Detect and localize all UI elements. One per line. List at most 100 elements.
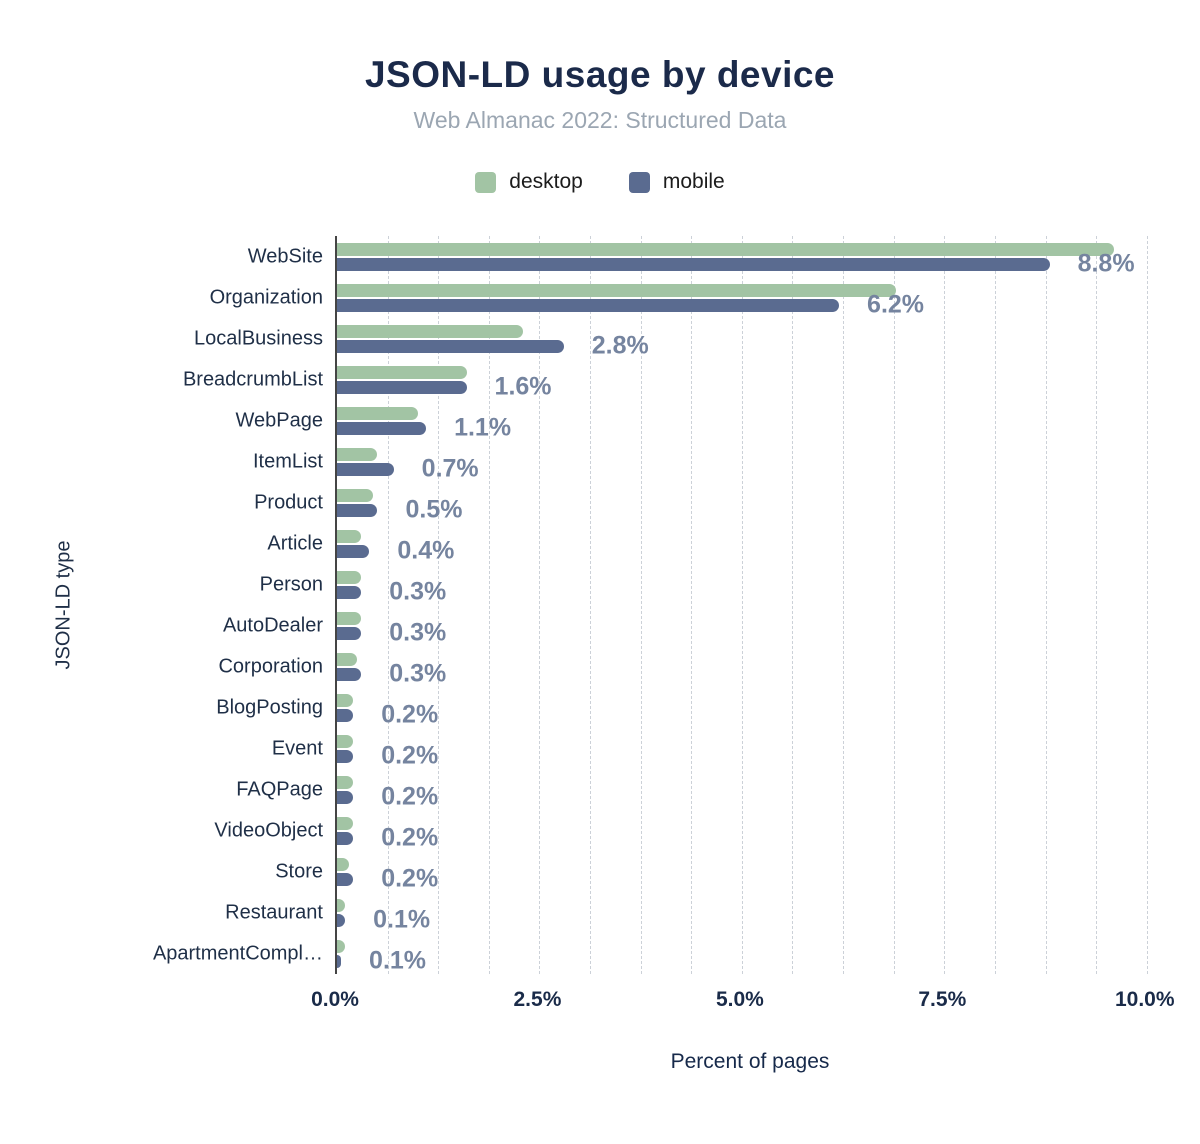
value-label: 1.1%: [454, 413, 512, 442]
value-label: 0.2%: [381, 700, 439, 729]
legend-item-desktop[interactable]: desktop: [475, 170, 583, 194]
gridline: [438, 236, 440, 974]
x-axis-title: Percent of pages: [670, 1050, 830, 1073]
category-row: Event 0.2%: [272, 728, 1167, 770]
gridline: [590, 236, 592, 974]
category-row: BlogPosting 0.2%: [216, 687, 1167, 729]
mobile-bar: [337, 586, 362, 599]
value-label: 0.2%: [381, 823, 439, 852]
desktop-bar: [337, 489, 374, 502]
chart-title: JSON-LD usage by device: [364, 54, 836, 95]
desktop-bar: [337, 530, 362, 543]
desktop-bar: [337, 325, 524, 338]
category-row: FAQPage 0.2%: [236, 769, 1167, 811]
mobile-bar: [337, 955, 342, 968]
gridline: [387, 236, 389, 974]
chart-subtitle: Web Almanac 2022: Structured Data: [413, 107, 787, 133]
category-row: Corporation 0.3%: [218, 646, 1167, 688]
category-label: Store: [275, 860, 323, 882]
desktop-bar: [337, 243, 1115, 256]
desktop-bar: [337, 653, 358, 666]
mobile-bar: [337, 381, 467, 394]
mobile-bar: [337, 258, 1050, 271]
value-label: 2.8%: [591, 331, 649, 360]
legend-label-mobile: mobile: [662, 170, 725, 193]
legend-item-mobile[interactable]: mobile: [628, 170, 725, 194]
value-label: 1.6%: [494, 372, 552, 401]
category-label: LocalBusiness: [194, 327, 323, 349]
desktop-bar: [337, 612, 362, 625]
legend-label-desktop: desktop: [509, 170, 583, 193]
mobile-bar: [337, 832, 354, 845]
x-tick-label: 10.0%: [1114, 988, 1175, 1011]
desktop-bar: [337, 366, 467, 379]
value-label: 0.2%: [381, 782, 439, 811]
plot-rows: WebSite 8.8% Organization 6.2% LocalBusiness…: [153, 236, 1167, 975]
x-tick-label: 7.5%: [918, 988, 967, 1011]
x-tick-label: 0.0%: [311, 988, 359, 1011]
category-label: Restaurant: [225, 901, 323, 923]
category-label: WebPage: [235, 409, 323, 431]
category-row: WebPage 1.1%: [236, 400, 1167, 442]
mobile-swatch-icon: [628, 171, 650, 193]
gridline: [488, 236, 490, 974]
gridline: [640, 236, 642, 974]
value-label: 0.3%: [389, 618, 447, 647]
mobile-bar: [337, 463, 394, 476]
mobile-bar: [337, 873, 354, 886]
legend: desktop mobile: [0, 170, 1200, 194]
desktop-bar: [337, 735, 354, 748]
value-label: 0.5%: [405, 495, 463, 524]
gridline: [1096, 236, 1098, 974]
category-label: FAQPage: [236, 778, 323, 800]
value-label: 0.3%: [389, 659, 447, 688]
mobile-bar: [337, 340, 564, 353]
gridline: [539, 236, 541, 974]
gridline: [843, 236, 845, 974]
value-label: 0.2%: [381, 741, 439, 770]
mobile-bar: [337, 791, 354, 804]
category-row: Store 0.2%: [275, 851, 1167, 893]
category-label: WebSite: [247, 245, 323, 267]
category-label: AutoDealer: [222, 614, 323, 636]
mobile-bar: [337, 750, 354, 763]
mobile-bar: [337, 668, 362, 681]
category-row: LocalBusiness 2.8%: [194, 318, 1167, 360]
category-label: Organization: [209, 286, 323, 308]
category-label: BreadcrumbList: [182, 368, 323, 390]
category-row: WebSite 8.8%: [248, 236, 1167, 278]
value-label: 0.1%: [373, 905, 431, 934]
category-row: AutoDealer 0.3%: [223, 605, 1167, 647]
value-label: 6.2%: [867, 290, 925, 319]
category-label: ApartmentCompl…: [152, 942, 323, 964]
category-label: VideoObject: [214, 819, 323, 841]
desktop-bar: [337, 284, 896, 297]
category-row: Article 0.4%: [267, 523, 1167, 565]
category-row: Restaurant 0.1%: [225, 892, 1167, 934]
category-row: Product 0.5%: [254, 482, 1167, 524]
desktop-bar: [337, 571, 362, 584]
gridline: [1045, 236, 1047, 974]
category-label: ItemList: [252, 450, 323, 472]
value-label: 0.7%: [421, 454, 479, 483]
desktop-bar: [337, 776, 354, 789]
desktop-bar: [337, 448, 378, 461]
mobile-bar: [337, 627, 362, 640]
mobile-bar: [337, 709, 354, 722]
gridline: [893, 236, 895, 974]
gridlines: [337, 236, 1167, 974]
category-row: ApartmentCompl… 0.1%: [153, 933, 1167, 975]
gridline: [792, 236, 794, 974]
mobile-bar: [337, 545, 370, 558]
value-label: 0.3%: [389, 577, 447, 606]
category-row: Person 0.3%: [260, 564, 1167, 606]
category-label: Product: [254, 491, 323, 513]
category-label: BlogPosting: [216, 696, 323, 718]
category-label: Person: [259, 573, 323, 595]
category-row: VideoObject 0.2%: [214, 810, 1167, 852]
mobile-bar: [337, 914, 346, 927]
desktop-bar: [337, 899, 346, 912]
x-ticks: 0.0% 2.5% 5.0% 7.5% 10.0%: [311, 988, 1174, 1020]
chart-area: JSON-LD type WebSite 8.8% Organization 6.2%…: [0, 236, 1200, 1074]
